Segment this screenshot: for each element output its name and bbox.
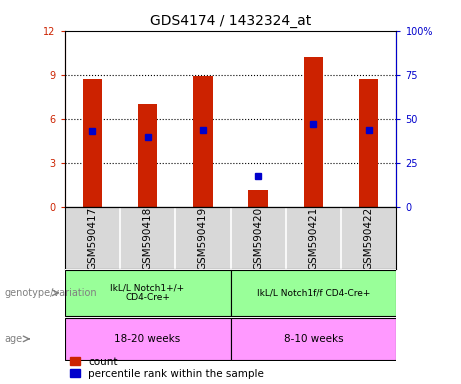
Text: GSM590418: GSM590418 bbox=[142, 207, 153, 270]
Text: GSM590420: GSM590420 bbox=[253, 207, 263, 270]
Bar bbox=[138, 104, 157, 207]
Text: 18-20 weeks: 18-20 weeks bbox=[114, 334, 181, 344]
Bar bbox=[230, 270, 396, 316]
Bar bbox=[65, 270, 230, 316]
Text: age: age bbox=[5, 334, 23, 344]
Bar bbox=[193, 76, 213, 207]
Bar bbox=[230, 318, 396, 360]
Text: GSM590419: GSM590419 bbox=[198, 207, 208, 270]
Text: GSM590421: GSM590421 bbox=[308, 207, 319, 270]
Legend: count, percentile rank within the sample: count, percentile rank within the sample bbox=[70, 357, 264, 379]
Text: IkL/L Notch1f/f CD4-Cre+: IkL/L Notch1f/f CD4-Cre+ bbox=[257, 288, 370, 297]
Bar bbox=[248, 190, 268, 207]
Text: GSM590417: GSM590417 bbox=[87, 207, 97, 270]
Bar bbox=[359, 79, 378, 207]
Text: IkL/L Notch1+/+
CD4-Cre+: IkL/L Notch1+/+ CD4-Cre+ bbox=[111, 283, 184, 303]
Bar bbox=[65, 318, 230, 360]
Bar bbox=[83, 79, 102, 207]
Text: 8-10 weeks: 8-10 weeks bbox=[284, 334, 343, 344]
Bar bbox=[304, 57, 323, 207]
Title: GDS4174 / 1432324_at: GDS4174 / 1432324_at bbox=[150, 14, 311, 28]
Text: GSM590422: GSM590422 bbox=[364, 207, 374, 270]
Text: genotype/variation: genotype/variation bbox=[5, 288, 97, 298]
